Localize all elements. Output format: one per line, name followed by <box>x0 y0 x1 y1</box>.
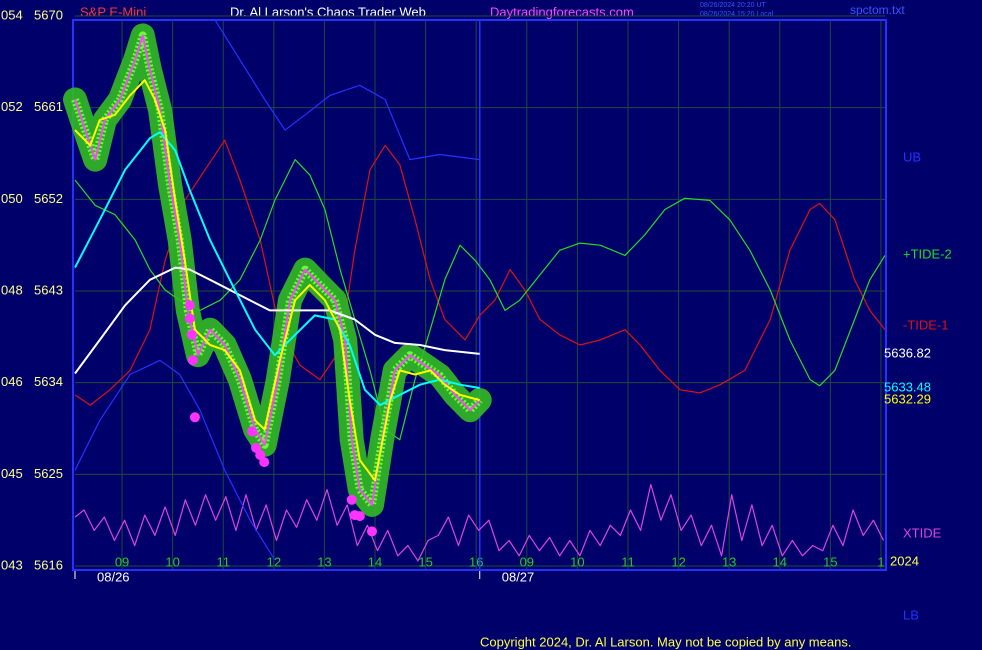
symbol: S&P E-Mini <box>80 4 146 19</box>
x-tick-label: 09 <box>520 554 534 569</box>
x-tick-label: 13 <box>722 554 736 569</box>
series-label: +TIDE-2 <box>903 246 952 261</box>
low-marker <box>187 355 198 366</box>
y-code-label: 043 <box>1 557 23 572</box>
series-line <box>74 359 276 561</box>
plot-frame <box>72 19 887 571</box>
y-tick-label: 5634 <box>34 374 63 389</box>
low-marker <box>184 313 195 324</box>
y-code-label: 054 <box>1 7 23 22</box>
year: 2024 <box>890 553 919 568</box>
low-marker <box>184 300 195 311</box>
y-tick-label: 5625 <box>34 466 63 481</box>
x-tick-label: 1 <box>877 554 884 569</box>
x-tick-label: 15 <box>823 554 837 569</box>
series-line <box>74 266 480 375</box>
series-label: -TIDE-1 <box>903 317 949 332</box>
low-marker <box>259 457 270 468</box>
x-tick-label: 14 <box>368 554 382 569</box>
x-tick-label: 13 <box>317 554 331 569</box>
low-marker <box>186 329 197 340</box>
x-tick-label: 12 <box>267 554 281 569</box>
date-label: 08/26 <box>97 569 130 584</box>
low-marker <box>247 426 258 437</box>
series-line <box>74 34 481 506</box>
y-code-label: 050 <box>1 191 23 206</box>
y-tick-label: 5670 <box>34 7 63 22</box>
x-tick-label: 12 <box>671 554 685 569</box>
series-line <box>74 139 886 406</box>
series-line <box>74 79 480 482</box>
y-tick-label: 5616 <box>34 557 63 572</box>
low-marker <box>346 494 357 505</box>
x-tick-label: 10 <box>165 554 179 569</box>
series-label: XTIDE <box>903 525 942 540</box>
last-value-label: 5632.29 <box>884 392 931 407</box>
low-marker <box>366 526 377 537</box>
x-tick-label: 10 <box>570 554 584 569</box>
site: Daytradingforecasts.com <box>490 4 634 19</box>
y-code-label: 052 <box>1 99 23 114</box>
series-line <box>74 483 885 562</box>
last-value-label: 5636.82 <box>884 345 931 360</box>
x-tick-label: 11 <box>216 554 230 569</box>
y-tick-label: 5661 <box>34 99 63 114</box>
copyright: Copyright 2024, Dr. Al Larson. May not b… <box>480 634 851 649</box>
date-label: 08/27 <box>502 569 535 584</box>
series-label: UB <box>903 149 921 164</box>
last-value-label: 5633.48 <box>884 379 931 394</box>
low-marker <box>354 511 365 522</box>
y-code-label: 046 <box>1 374 23 389</box>
chart-title: Dr. Al Larson's Chaos Trader Web <box>230 4 426 19</box>
x-tick-label: 16 <box>469 554 483 569</box>
y-code-label: 045 <box>1 466 23 481</box>
series-line <box>214 19 480 161</box>
timestamp: 08/26/2024 15:20 Local <box>700 11 774 18</box>
y-tick-label: 5643 <box>34 282 63 297</box>
timestamp: 08/26/2024 20:20 UT <box>700 2 766 9</box>
x-tick-label: 15 <box>418 554 432 569</box>
x-tick-label: 14 <box>773 554 787 569</box>
low-marker <box>189 412 200 423</box>
x-tick-label: 09 <box>115 554 129 569</box>
y-code-label: 048 <box>1 282 23 297</box>
x-tick-label: 11 <box>621 554 635 569</box>
series-line <box>74 159 886 441</box>
series-label: LB <box>903 607 919 622</box>
y-tick-label: 5652 <box>34 191 63 206</box>
series-line <box>74 131 480 407</box>
file-name: spctom.txt <box>850 3 905 17</box>
